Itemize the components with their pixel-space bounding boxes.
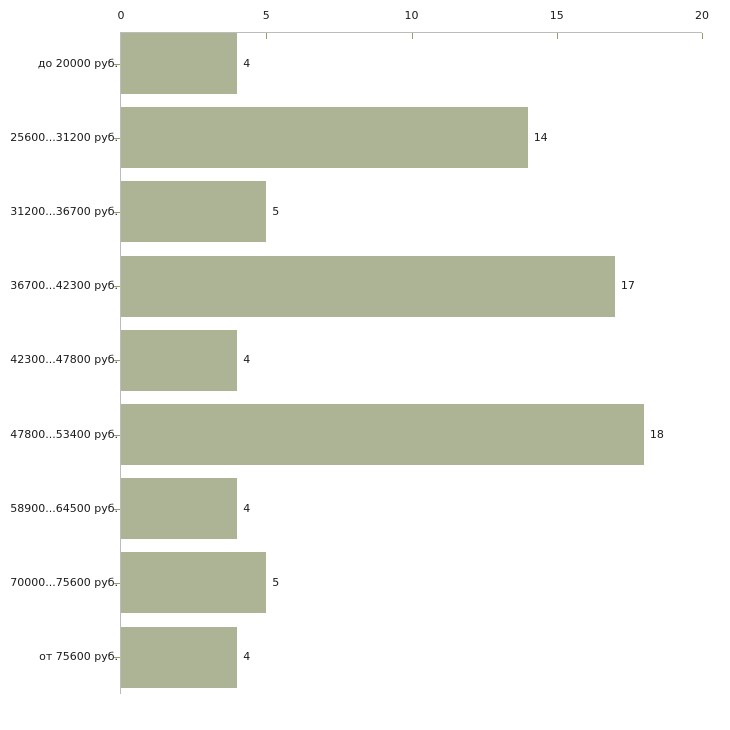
bar-value-label: 4 xyxy=(243,650,251,664)
y-axis-category-label: 58900...64500 руб. xyxy=(10,501,118,515)
bar[interactable] xyxy=(121,107,528,169)
x-axis-tick-label: 20 xyxy=(695,9,709,22)
y-axis-category-label: до 20000 руб. xyxy=(37,56,118,70)
bar-value-label: 5 xyxy=(272,575,280,589)
y-axis-category-label: 47800...53400 руб. xyxy=(10,427,118,441)
x-axis-tick xyxy=(411,33,413,39)
y-axis-tick xyxy=(114,138,120,139)
bar-value-label: 4 xyxy=(243,353,251,367)
x-axis-tick-label: 5 xyxy=(262,9,270,22)
bar[interactable] xyxy=(121,329,238,391)
y-axis-tick xyxy=(114,360,120,361)
bar-value-label: 4 xyxy=(243,56,251,70)
bar[interactable] xyxy=(121,478,238,540)
y-axis-tick xyxy=(114,435,120,436)
bar[interactable] xyxy=(121,181,267,243)
y-axis-tick xyxy=(114,657,120,658)
y-axis-tick xyxy=(114,286,120,287)
bar[interactable] xyxy=(121,33,238,94)
y-axis-tick xyxy=(114,212,120,213)
y-axis-category-label: 36700...42300 руб. xyxy=(10,279,118,293)
y-axis-category-label: 31200...36700 руб. xyxy=(10,204,118,218)
bar[interactable] xyxy=(121,255,615,317)
x-axis-tick-label: 0 xyxy=(117,9,125,22)
y-axis-tick xyxy=(114,509,120,510)
bar-value-label: 5 xyxy=(272,204,280,218)
bar[interactable] xyxy=(121,626,238,688)
x-axis-tick xyxy=(702,33,703,39)
x-axis-tick xyxy=(266,33,268,39)
y-axis-category-label: 70000...75600 руб. xyxy=(10,575,118,589)
y-axis-category-label: 42300...47800 руб. xyxy=(10,353,118,367)
bar-value-label: 18 xyxy=(649,427,664,441)
y-axis-category-label: 25600...31200 руб. xyxy=(10,130,118,144)
y-axis-line xyxy=(120,32,121,694)
bar[interactable] xyxy=(121,552,267,614)
bar[interactable] xyxy=(121,404,644,465)
bar-value-label: 14 xyxy=(533,130,548,144)
y-axis-category-label: от 75600 руб. xyxy=(39,650,118,664)
x-axis-tick-label: 10 xyxy=(404,9,419,22)
x-axis-tick xyxy=(556,33,558,39)
bar-value-label: 17 xyxy=(620,279,635,293)
y-axis-tick xyxy=(114,583,120,584)
x-axis-line xyxy=(121,32,702,33)
y-axis-tick xyxy=(114,64,120,65)
bar-value-label: 4 xyxy=(243,501,251,515)
x-axis-tick-label: 15 xyxy=(549,9,564,22)
